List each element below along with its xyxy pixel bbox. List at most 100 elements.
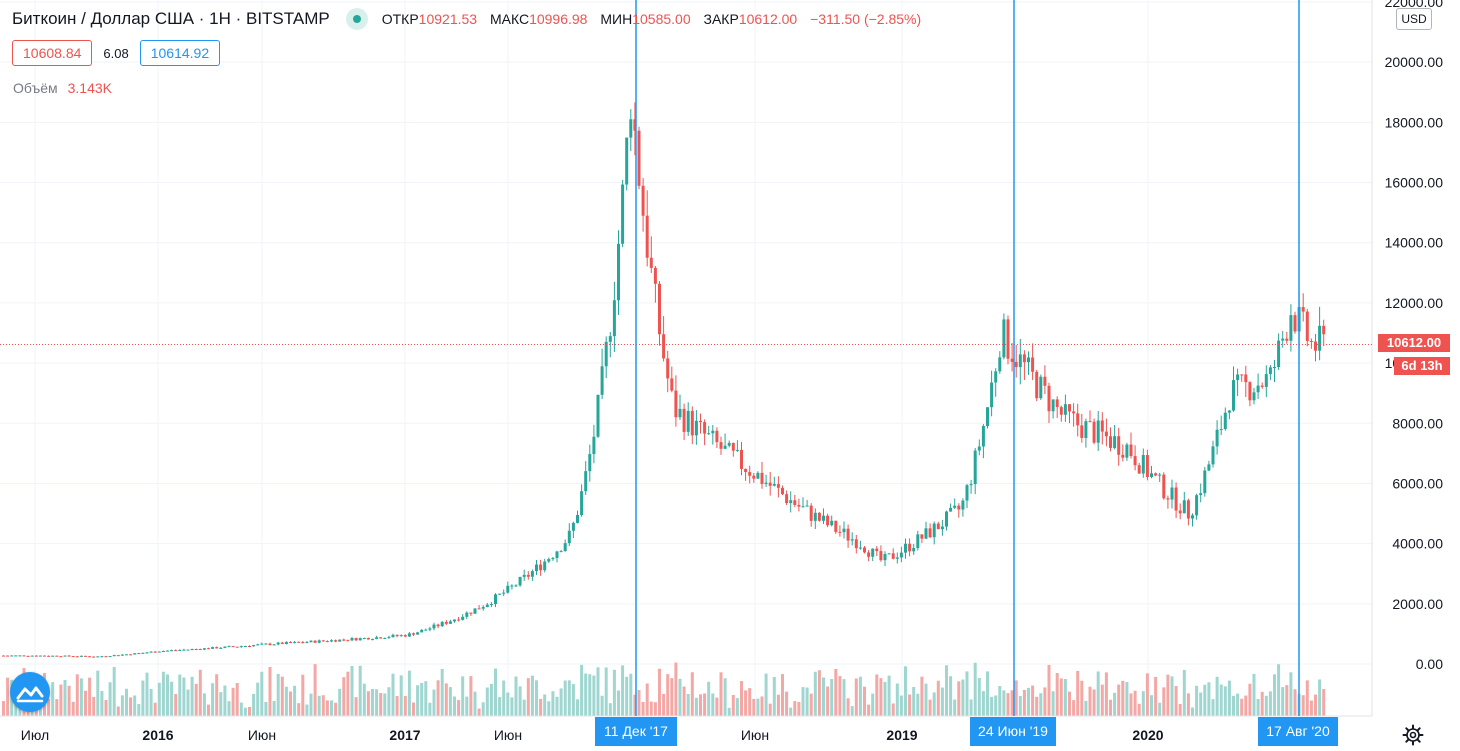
volume-bar xyxy=(686,694,690,716)
candle-body xyxy=(1129,444,1133,457)
candle-body xyxy=(588,454,592,472)
candle-body xyxy=(797,504,801,507)
symbol-title[interactable]: Биткоин / Доллар США · 1H · BITSTAMP xyxy=(12,9,330,28)
bar-countdown-label: 6d 13h xyxy=(1394,357,1450,375)
candle-body xyxy=(1059,407,1063,415)
currency-button[interactable]: USD xyxy=(1396,8,1432,30)
volume-bar xyxy=(653,702,657,716)
candle-body xyxy=(912,548,916,552)
candle-body xyxy=(973,450,977,485)
price-tick-label: 16000.00 xyxy=(1385,175,1444,191)
gear-icon[interactable] xyxy=(1402,724,1424,746)
volume-bar xyxy=(875,674,879,716)
volume-bar xyxy=(600,695,604,716)
candle-body xyxy=(1191,515,1194,519)
volume-bar xyxy=(1174,686,1178,716)
volume-bar xyxy=(514,676,518,716)
volume-bar xyxy=(731,694,735,716)
volume-bar xyxy=(354,697,358,716)
volume-bar xyxy=(645,683,649,716)
volume-bar xyxy=(407,670,411,716)
volume-bar xyxy=(916,693,920,716)
volume-bar xyxy=(1305,680,1309,716)
volume-bar xyxy=(785,691,789,716)
volume-bar xyxy=(768,703,772,716)
candle-body xyxy=(170,650,174,652)
candle-body xyxy=(986,407,989,427)
candle-body xyxy=(1322,325,1326,335)
candle-body xyxy=(662,334,666,359)
candle-body xyxy=(1141,455,1145,474)
price-tick-label: 2000.00 xyxy=(1392,596,1443,612)
close-label: ЗАКР xyxy=(703,11,739,27)
candle-body xyxy=(723,445,727,449)
candle-body xyxy=(428,628,432,630)
candle-body xyxy=(637,130,641,186)
volume-bar xyxy=(1076,670,1080,716)
candle-body xyxy=(871,548,875,557)
volume-bar xyxy=(1039,693,1043,716)
candle-body xyxy=(362,637,366,639)
candle-body xyxy=(793,500,797,505)
candle-body xyxy=(772,484,776,486)
candle-body xyxy=(453,619,456,622)
volume-bar xyxy=(395,696,399,716)
volume-bar xyxy=(891,703,895,716)
candle-body xyxy=(1109,436,1112,448)
volume-bar xyxy=(1191,707,1194,716)
volume-bar xyxy=(161,671,165,716)
candle-body xyxy=(1043,376,1047,386)
candle-body xyxy=(1162,474,1166,499)
candle-body xyxy=(1285,338,1289,341)
volume-bar xyxy=(1100,684,1104,716)
candle-body xyxy=(1199,493,1203,496)
candle-body xyxy=(346,639,350,641)
volume-bar xyxy=(588,674,592,716)
candle-body xyxy=(1055,399,1059,408)
candle-body xyxy=(301,642,305,644)
volume-bar xyxy=(776,694,780,716)
volume-bar xyxy=(998,686,1002,716)
volume-bar xyxy=(986,671,989,716)
volume-value: 3.143K xyxy=(67,80,112,96)
candle-body xyxy=(1063,404,1067,415)
volume-bar xyxy=(379,693,383,716)
candle-body xyxy=(846,528,850,541)
buy-price-button[interactable]: 10614.92 xyxy=(139,40,221,66)
volume-bar xyxy=(526,678,530,716)
sell-price-button[interactable]: 10608.84 xyxy=(12,40,93,66)
candle-body xyxy=(264,643,268,645)
low-value: 10585.00 xyxy=(632,11,691,27)
candle-body xyxy=(14,655,18,657)
volume-bar xyxy=(211,683,215,716)
candle-body xyxy=(1150,473,1153,478)
price-tick-label: 12000.00 xyxy=(1385,295,1444,311)
volume-bar xyxy=(969,699,973,716)
volume-bar xyxy=(711,693,715,716)
volume-bar xyxy=(375,689,379,716)
candle-body xyxy=(916,534,920,549)
volume-bar xyxy=(96,670,100,716)
candle-body xyxy=(366,637,370,640)
volume-bar xyxy=(842,679,846,716)
candle-body xyxy=(1223,412,1227,430)
volume-bar xyxy=(1080,680,1084,716)
volume-bar xyxy=(571,684,575,716)
candle-body xyxy=(530,571,534,577)
volume-bar xyxy=(1133,690,1137,716)
tradingview-logo-icon[interactable] xyxy=(10,672,50,712)
volume-bar xyxy=(108,682,112,716)
volume-bar xyxy=(198,669,202,716)
date-marker-2: 24 Июн '19 xyxy=(970,717,1056,746)
candle-body xyxy=(883,554,887,561)
candle-body xyxy=(908,543,912,552)
candle-body xyxy=(75,656,79,658)
volume-bar xyxy=(1022,689,1026,716)
candle-body xyxy=(67,655,71,657)
candle-body xyxy=(715,430,719,443)
candle-body xyxy=(559,551,563,553)
time-tick-label: 2019 xyxy=(886,727,917,743)
volume-bar xyxy=(908,694,912,716)
volume-bar xyxy=(834,668,838,716)
